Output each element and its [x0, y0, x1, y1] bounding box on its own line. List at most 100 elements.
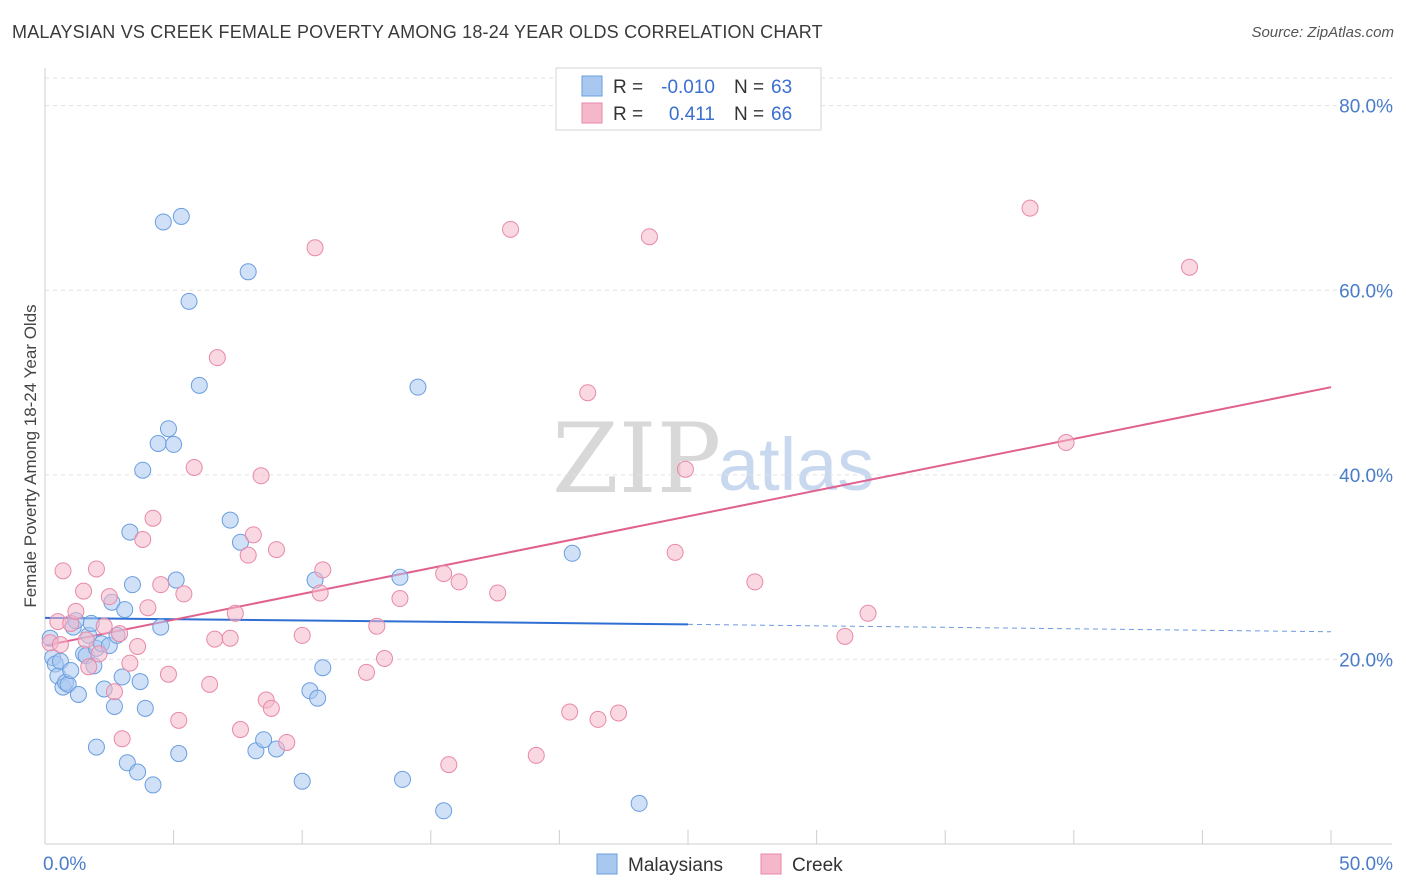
tick-labels: 20.0% 40.0% 60.0% 80.0% 0.0% 50.0% — [43, 97, 1393, 875]
point-creek-63 — [1057, 434, 1075, 452]
point-malaysians-25 — [116, 601, 134, 619]
point-creek-59 — [746, 573, 764, 591]
legend-bottom-swatch-creek — [760, 853, 782, 875]
point-malaysians-29 — [129, 763, 147, 781]
point-creek-58 — [676, 460, 694, 478]
trend-lines — [44, 386, 1332, 647]
point-creek-7 — [80, 658, 98, 676]
point-malaysians-43 — [190, 376, 208, 394]
grid-lines — [45, 77, 1392, 660]
point-malaysians-24 — [113, 668, 131, 686]
legend-swatch-creek — [581, 102, 603, 124]
legend-r-value-2: 0.411 — [669, 104, 715, 125]
point-creek-64 — [1181, 258, 1199, 276]
point-creek-53 — [579, 384, 597, 402]
point-creek-12 — [105, 683, 123, 701]
point-malaysians-30 — [131, 673, 149, 691]
point-creek-54 — [589, 710, 607, 728]
point-malaysians-28 — [123, 576, 141, 594]
point-malaysians-27 — [121, 523, 139, 541]
point-malaysians-41 — [172, 207, 190, 225]
point-malaysians-54 — [314, 659, 332, 677]
point-creek-55 — [610, 704, 628, 722]
point-creek-39 — [306, 239, 324, 257]
point-malaysians-22 — [105, 697, 123, 715]
point-creek-61 — [859, 604, 877, 622]
point-malaysians-57 — [409, 378, 427, 396]
legend-n-label-1: N = — [734, 77, 764, 98]
watermark-zip: ZIP — [552, 403, 721, 515]
legend-r-label-2: R = — [613, 104, 643, 125]
point-creek-28 — [221, 629, 239, 647]
point-creek-15 — [121, 654, 139, 672]
point-malaysians-50 — [293, 772, 311, 790]
point-malaysians-44 — [221, 511, 239, 529]
legend-bottom-label-malaysians: Malaysians — [628, 855, 723, 876]
legend-n-label-2: N = — [734, 104, 764, 125]
legend-bottom: Malaysians Creek — [596, 853, 843, 876]
point-malaysians-53 — [309, 689, 327, 707]
point-creek-9 — [90, 645, 108, 663]
point-creek-5 — [67, 602, 85, 620]
x-tick-label-0: 0.0% — [43, 854, 86, 875]
trend-line-malaysians — [44, 616, 689, 626]
legend-n-value-2: 66 — [771, 104, 792, 125]
point-creek-19 — [144, 509, 162, 527]
point-malaysians-35 — [152, 618, 170, 636]
point-creek-43 — [368, 617, 386, 635]
point-creek-33 — [252, 467, 270, 485]
point-creek-20 — [152, 576, 170, 594]
axes — [44, 68, 1392, 845]
point-malaysians-31 — [134, 461, 152, 479]
point-creek-57 — [666, 543, 684, 561]
point-malaysians-37 — [159, 420, 177, 438]
point-creek-22 — [170, 711, 188, 729]
point-creek-27 — [208, 349, 226, 367]
point-malaysians-58 — [435, 802, 453, 820]
point-creek-18 — [139, 599, 157, 617]
x-tick-label-1: 50.0% — [1339, 854, 1393, 875]
point-creek-38 — [293, 626, 311, 644]
point-creek-21 — [159, 665, 177, 683]
data-points — [41, 199, 1199, 820]
point-malaysians-32 — [136, 699, 154, 717]
y-tick-label-3: 80.0% — [1339, 97, 1393, 118]
point-creek-49 — [489, 584, 507, 602]
point-creek-24 — [185, 458, 203, 476]
legend-n-value-1: 63 — [771, 77, 792, 98]
point-malaysians-46 — [239, 263, 257, 281]
point-creek-44 — [376, 649, 394, 667]
trend-line-creek — [44, 386, 1332, 647]
point-creek-36 — [267, 541, 285, 559]
point-creek-6 — [75, 582, 93, 600]
point-creek-25 — [201, 675, 219, 693]
point-creek-2 — [51, 636, 69, 654]
point-creek-11 — [100, 588, 118, 606]
point-creek-62 — [1021, 199, 1039, 217]
source-label: Source: ZipAtlas.com — [1251, 24, 1394, 41]
point-creek-41 — [314, 561, 332, 579]
point-creek-14 — [113, 730, 131, 748]
legend-top: R = -0.010 N = 63 R = 0.411 N = 66 — [555, 67, 822, 131]
y-tick-label-2: 60.0% — [1339, 281, 1393, 302]
point-creek-52 — [561, 703, 579, 721]
point-creek-10 — [95, 617, 113, 635]
point-creek-51 — [527, 746, 545, 764]
point-creek-48 — [450, 573, 468, 591]
point-creek-16 — [129, 638, 147, 656]
point-creek-40 — [311, 584, 329, 602]
point-creek-60 — [836, 627, 854, 645]
point-creek-8 — [87, 560, 105, 578]
point-creek-37 — [278, 733, 296, 751]
point-creek-13 — [111, 625, 129, 643]
point-malaysians-39 — [167, 571, 185, 589]
point-creek-29 — [226, 604, 244, 622]
point-creek-56 — [640, 228, 658, 246]
point-malaysians-60 — [630, 794, 648, 812]
legend-bottom-swatch-malaysians — [596, 853, 618, 875]
y-axis-label: Female Poverty Among 18-24 Year Olds — [21, 304, 40, 607]
y-tick-label-0: 20.0% — [1339, 650, 1393, 671]
trend-line-malaysians-extension — [687, 623, 1332, 633]
point-creek-65 — [77, 631, 95, 649]
